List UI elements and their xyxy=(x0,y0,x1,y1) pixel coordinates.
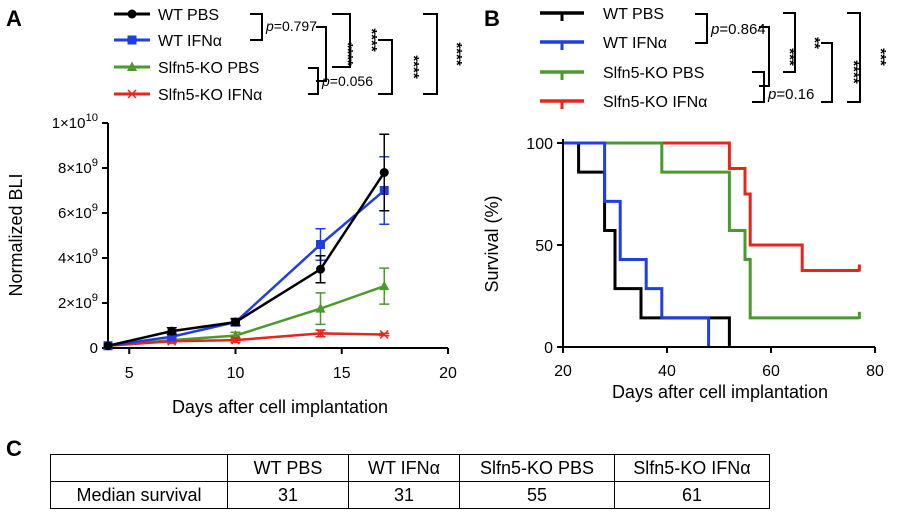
table-header-cell: Slfn5-KO IFNα xyxy=(614,454,770,482)
x-tick-label-a: 15 xyxy=(333,365,351,382)
y-axis-label-a: Normalized BLI xyxy=(6,173,26,296)
table-row: Median survival 31 31 55 61 xyxy=(50,481,770,509)
x-tick-label-b: 40 xyxy=(658,363,676,380)
significance-bracket-b xyxy=(783,12,796,73)
p-value-b: p=0.864 xyxy=(710,21,766,38)
y-tick-label-a: 1×1010 xyxy=(52,112,98,132)
y-tick-label-a: 0 xyxy=(90,340,98,357)
significance-stars-b: ** xyxy=(806,37,823,49)
legend-label-a: Slfn5-KO PBS xyxy=(158,60,259,77)
data-point-a xyxy=(167,326,177,336)
significance-stars-b: *** xyxy=(872,48,889,66)
panel-a-label: A xyxy=(6,6,22,31)
y-tick-label-b: 50 xyxy=(535,238,553,255)
y-axis-label-b: Survival (%) xyxy=(482,195,502,292)
significance-bracket-a xyxy=(423,13,438,95)
data-point-a xyxy=(379,329,389,340)
significance-bracket-a xyxy=(250,13,263,41)
legend-marker-a xyxy=(127,61,137,71)
y-tick-label-b: 100 xyxy=(526,136,553,153)
y-tick-label-a: 2×109 xyxy=(58,292,98,312)
data-point-a xyxy=(103,341,113,351)
significance-bracket-a xyxy=(316,26,327,82)
data-point-a xyxy=(231,317,240,327)
data-point-a xyxy=(316,240,325,249)
median-survival-table: WT PBS WT IFNα Slfn5-KO PBS Slfn5-KO IFN… xyxy=(50,454,770,509)
table-header-cell xyxy=(50,454,228,482)
table-header-row: WT PBS WT IFNα Slfn5-KO PBS Slfn5-KO IFN… xyxy=(50,454,770,482)
data-point-a xyxy=(379,168,389,177)
significance-bracket-b xyxy=(759,26,770,87)
survival-curve-b xyxy=(563,141,860,272)
panel-b-label: B xyxy=(484,6,500,31)
y-tick-label-a: 6×109 xyxy=(58,202,98,222)
significance-stars-a: **** xyxy=(363,28,380,52)
x-tick-label-a: 5 xyxy=(125,365,134,382)
p-value-a: p=0.056 xyxy=(321,73,373,89)
significance-stars-a: **** xyxy=(448,42,465,66)
legend-label-a: WT PBS xyxy=(158,7,219,24)
significance-bracket-a xyxy=(378,39,393,95)
significance-stars-a: **** xyxy=(405,55,422,79)
p-value-a: p=0.797 xyxy=(265,18,317,34)
legend-label-a: WT IFNα xyxy=(158,33,222,50)
significance-bracket-b xyxy=(821,42,833,103)
y-tick-label-a: 4×109 xyxy=(58,247,98,267)
table-header-cell: Slfn5-KO PBS xyxy=(459,454,615,482)
y-tick-label-a: 8×109 xyxy=(58,157,98,177)
x-tick-label-b: 20 xyxy=(554,363,572,380)
data-point-a xyxy=(167,332,177,342)
x-tick-label-a: 10 xyxy=(227,365,245,382)
x-axis-label-b: Days after cell implantation xyxy=(612,382,828,402)
x-axis-label-a: Days after cell implantation xyxy=(172,397,388,417)
significance-bracket-b xyxy=(695,13,708,44)
table-header-cell: WT IFNα xyxy=(348,454,460,482)
data-point-a xyxy=(315,328,326,338)
survival-curve-b xyxy=(563,141,860,320)
survival-curve-b xyxy=(563,141,711,347)
table-header-cell: WT PBS xyxy=(227,454,349,482)
y-tick-label-b: 0 xyxy=(544,340,553,357)
series-line-a xyxy=(107,171,386,347)
table-cell: 31 xyxy=(348,481,460,509)
table-row-label: Median survival xyxy=(50,481,228,509)
significance-stars-b: **** xyxy=(845,60,862,84)
legend-label-b: WT PBS xyxy=(603,6,664,23)
significance-stars-b: *** xyxy=(781,48,798,66)
legend-label-b: Slfn5-KO IFNα xyxy=(603,94,707,111)
series-line-a xyxy=(107,189,386,347)
data-point-a xyxy=(379,280,390,291)
x-tick-label-b: 80 xyxy=(866,363,884,380)
legend-label-b: Slfn5-KO PBS xyxy=(603,65,704,82)
data-point-a xyxy=(316,264,325,274)
panel-c-label: C xyxy=(6,436,22,461)
x-tick-label-b: 60 xyxy=(762,363,780,380)
significance-bracket-b xyxy=(847,12,861,103)
table-cell: 55 xyxy=(459,481,615,509)
table-cell: 31 xyxy=(227,481,349,509)
legend-marker-a xyxy=(127,89,137,99)
data-point-a xyxy=(230,335,241,345)
legend-marker-a xyxy=(127,35,137,45)
legend-label-a: Slfn5-KO IFNα xyxy=(158,87,262,104)
legend-label-b: WT IFNα xyxy=(603,35,667,52)
significance-bracket-a xyxy=(332,13,351,68)
x-tick-label-a: 20 xyxy=(439,365,457,382)
significance-stars-a: **** xyxy=(339,42,356,66)
p-value-b: p=0.16 xyxy=(767,86,814,103)
table-cell: 61 xyxy=(614,481,770,509)
legend-marker-a xyxy=(127,9,137,19)
data-point-a xyxy=(315,303,326,313)
